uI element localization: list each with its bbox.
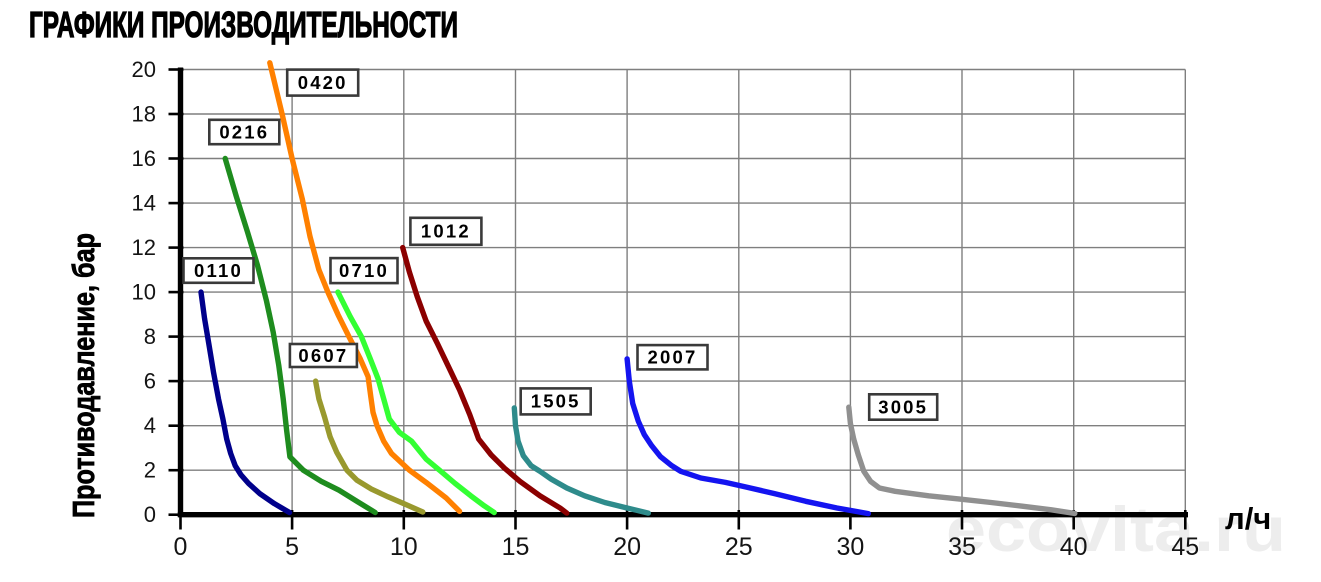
svg-text:2: 2 [144,458,156,483]
svg-text:0420: 0420 [298,72,348,93]
svg-text:0216: 0216 [219,121,269,142]
svg-text:1505: 1505 [531,391,581,412]
svg-text:3005: 3005 [878,396,928,417]
svg-text:35: 35 [948,533,976,561]
svg-text:2007: 2007 [648,347,698,368]
svg-text:20: 20 [132,57,156,82]
svg-text:1012: 1012 [421,221,471,242]
svg-text:5: 5 [285,533,299,561]
svg-text:10: 10 [390,533,418,561]
svg-text:30: 30 [836,533,864,561]
svg-text:40: 40 [1060,533,1088,561]
svg-text:15: 15 [502,533,530,561]
svg-text:0: 0 [144,502,156,527]
svg-text:0710: 0710 [339,260,389,281]
svg-text:12: 12 [132,235,156,260]
svg-text:4: 4 [144,413,156,438]
svg-text:л/ч: л/ч [1225,501,1271,536]
svg-text:6: 6 [144,369,156,394]
svg-text:14: 14 [132,191,156,216]
svg-text:20: 20 [613,533,641,561]
svg-text:25: 25 [725,533,753,561]
svg-text:0607: 0607 [298,345,348,366]
svg-text:ecovita.ru: ecovita.ru [946,495,1286,565]
svg-text:8: 8 [144,324,156,349]
svg-text:45: 45 [1171,533,1199,561]
svg-text:0: 0 [174,533,188,561]
svg-text:16: 16 [132,146,156,171]
svg-text:18: 18 [132,102,156,127]
svg-text:ГРАФИКИ ПРОИЗВОДИТЕЛЬНОСТИ: ГРАФИКИ ПРОИЗВОДИТЕЛЬНОСТИ [29,4,458,45]
svg-text:10: 10 [132,280,156,305]
svg-text:Противодавление, бар: Противодавление, бар [66,233,101,518]
svg-text:0110: 0110 [194,260,243,281]
